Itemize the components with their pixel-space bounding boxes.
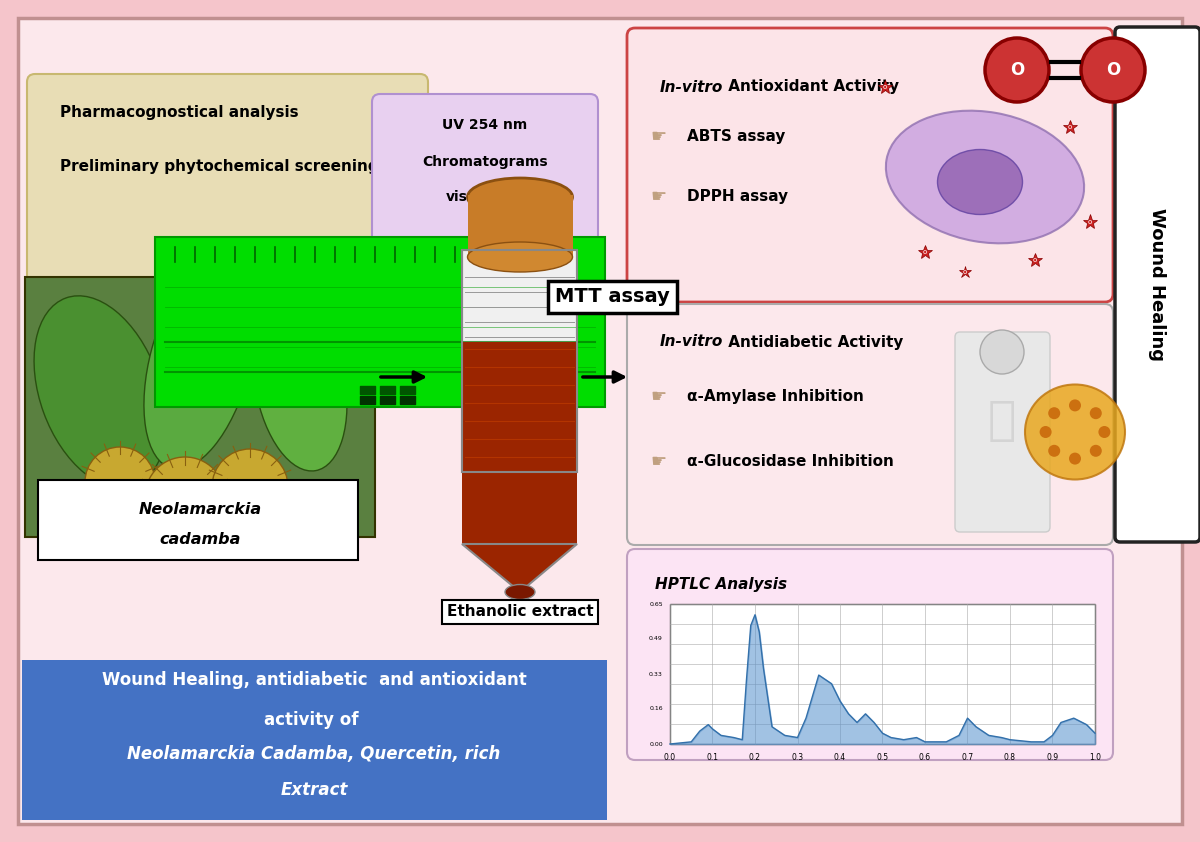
FancyBboxPatch shape <box>25 277 374 537</box>
Text: UV 254 nm: UV 254 nm <box>443 118 528 132</box>
Text: o: o <box>1068 124 1072 130</box>
Text: Pharmacognostical analysis: Pharmacognostical analysis <box>60 104 299 120</box>
Text: MTT assay: MTT assay <box>554 287 670 306</box>
Text: Extract: Extract <box>281 781 348 799</box>
Text: 0.16: 0.16 <box>649 706 662 711</box>
Ellipse shape <box>505 584 535 600</box>
Text: visualized: visualized <box>446 190 524 204</box>
Circle shape <box>985 38 1049 102</box>
FancyBboxPatch shape <box>628 28 1114 302</box>
Text: α-Glucosidase Inhibition: α-Glucosidase Inhibition <box>686 455 894 470</box>
Ellipse shape <box>34 296 166 488</box>
Text: 🧍: 🧍 <box>988 399 1016 445</box>
Circle shape <box>212 449 288 525</box>
Circle shape <box>1098 426 1110 438</box>
Text: O: O <box>1010 61 1024 79</box>
FancyBboxPatch shape <box>468 195 572 257</box>
FancyBboxPatch shape <box>670 604 1096 744</box>
Text: Antioxidant Activity: Antioxidant Activity <box>722 79 899 94</box>
Text: 0.33: 0.33 <box>649 672 662 676</box>
FancyBboxPatch shape <box>628 304 1114 545</box>
Text: 0.3: 0.3 <box>792 753 804 762</box>
FancyBboxPatch shape <box>372 94 598 265</box>
Text: 0.0: 0.0 <box>664 753 676 762</box>
Text: ☛: ☛ <box>650 188 666 206</box>
Ellipse shape <box>468 242 572 272</box>
FancyBboxPatch shape <box>26 74 428 285</box>
FancyBboxPatch shape <box>1115 27 1200 542</box>
FancyBboxPatch shape <box>628 549 1114 760</box>
Text: In-vitro: In-vitro <box>660 79 724 94</box>
Ellipse shape <box>468 178 572 216</box>
FancyBboxPatch shape <box>18 18 1182 824</box>
Text: 1.0: 1.0 <box>1090 753 1102 762</box>
Text: o: o <box>1088 219 1092 225</box>
Ellipse shape <box>1025 385 1126 479</box>
FancyBboxPatch shape <box>22 660 607 820</box>
Text: Ethanolic extract: Ethanolic extract <box>446 605 593 620</box>
Circle shape <box>145 457 226 537</box>
Text: 0.4: 0.4 <box>834 753 846 762</box>
Text: 0.00: 0.00 <box>649 742 662 747</box>
Circle shape <box>1039 426 1051 438</box>
Text: 0.2: 0.2 <box>749 753 761 762</box>
Circle shape <box>1069 399 1081 412</box>
Ellipse shape <box>937 150 1022 215</box>
Text: Antidiabetic Activity: Antidiabetic Activity <box>722 334 904 349</box>
Circle shape <box>1081 38 1145 102</box>
Text: 0.49: 0.49 <box>649 637 662 642</box>
Text: o: o <box>1033 257 1037 263</box>
Circle shape <box>1090 408 1102 419</box>
FancyBboxPatch shape <box>955 332 1050 532</box>
Circle shape <box>1090 445 1102 457</box>
Text: 0.9: 0.9 <box>1046 753 1058 762</box>
Text: HPTLC Analysis: HPTLC Analysis <box>655 577 787 591</box>
Ellipse shape <box>253 293 347 471</box>
Ellipse shape <box>144 255 256 469</box>
Circle shape <box>1069 453 1081 465</box>
Circle shape <box>85 447 155 517</box>
Polygon shape <box>462 544 577 592</box>
Text: o: o <box>883 84 887 90</box>
Text: ABTS assay: ABTS assay <box>686 130 785 145</box>
FancyBboxPatch shape <box>462 342 577 544</box>
Text: 0.7: 0.7 <box>961 753 973 762</box>
Text: Neolamarckia Cadamba, Quercetin, rich: Neolamarckia Cadamba, Quercetin, rich <box>127 745 500 763</box>
Text: Wound Healing, antidiabetic  and antioxidant: Wound Healing, antidiabetic and antioxid… <box>102 671 527 689</box>
Text: o: o <box>923 249 928 255</box>
Text: Chromatograms: Chromatograms <box>422 155 548 169</box>
Text: o: o <box>962 269 967 275</box>
FancyBboxPatch shape <box>155 237 605 407</box>
Circle shape <box>1049 445 1061 457</box>
Text: 0.6: 0.6 <box>919 753 931 762</box>
Text: 0.65: 0.65 <box>649 601 662 606</box>
Text: α-Amylase Inhibition: α-Amylase Inhibition <box>686 390 864 404</box>
Text: Wound Healing: Wound Healing <box>1148 208 1166 361</box>
FancyBboxPatch shape <box>462 250 577 472</box>
Text: cadamba: cadamba <box>160 532 241 547</box>
Ellipse shape <box>886 110 1084 243</box>
Text: Preliminary phytochemical screening: Preliminary phytochemical screening <box>60 159 379 174</box>
FancyBboxPatch shape <box>38 480 358 560</box>
Text: DPPH assay: DPPH assay <box>686 189 788 205</box>
Text: ☛: ☛ <box>650 128 666 146</box>
Text: 0.1: 0.1 <box>707 753 719 762</box>
Circle shape <box>1049 408 1061 419</box>
Text: ☛: ☛ <box>650 388 666 406</box>
Text: O: O <box>1106 61 1120 79</box>
Text: Neolamarckia: Neolamarckia <box>138 503 262 518</box>
Text: activity of: activity of <box>264 711 364 729</box>
Text: In-vitro: In-vitro <box>660 334 724 349</box>
Text: 0.5: 0.5 <box>876 753 888 762</box>
Circle shape <box>980 330 1024 374</box>
Text: ☛: ☛ <box>650 453 666 471</box>
Text: 0.8: 0.8 <box>1004 753 1016 762</box>
